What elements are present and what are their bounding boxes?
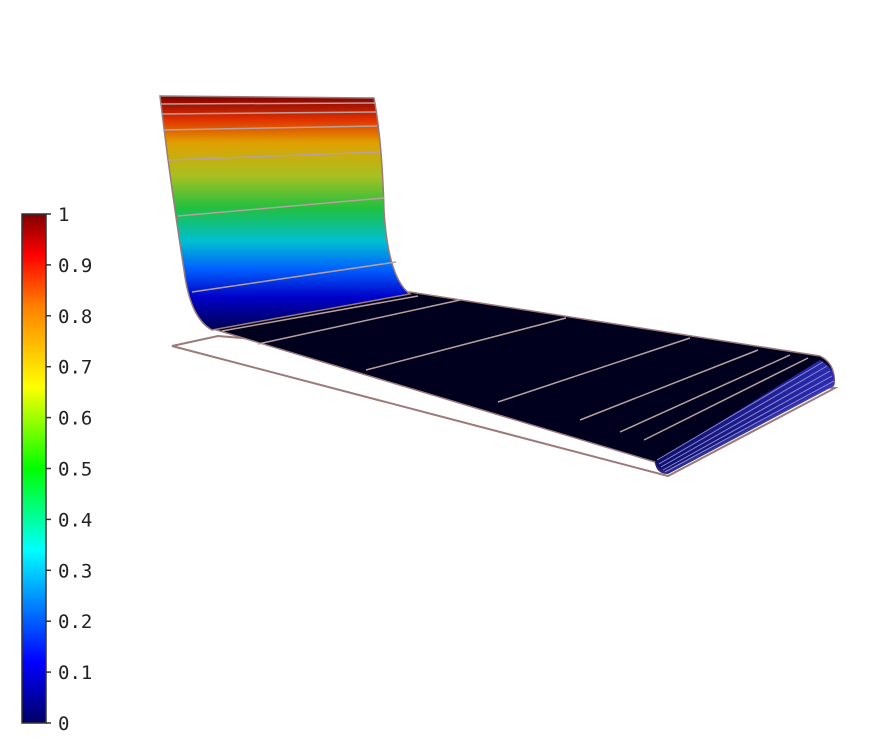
surface-floor xyxy=(209,291,835,474)
colorbar-tick-label: 0.3 xyxy=(58,560,92,582)
colorbar-tick-label: 0.9 xyxy=(58,255,92,277)
colorbar-gradient xyxy=(21,213,47,724)
colorbar-tick-label: 0.7 xyxy=(58,357,92,379)
colorbar-tick-label: 0.6 xyxy=(58,408,92,430)
colorbar: 0 0.1 0.2 0.3 0.4 0.5 0.6 0.7 0.8 0.9 1 xyxy=(21,204,92,735)
colorbar-tick-label: 0 xyxy=(58,713,69,735)
colorbar-tick-label: 0.8 xyxy=(58,306,92,328)
colorbar-tick-label: 0.4 xyxy=(58,509,92,531)
floor-contour-lines xyxy=(221,295,809,441)
surface-wall xyxy=(159,95,412,331)
colorbar-tick-label: 1 xyxy=(58,204,69,226)
wall-contour-lines xyxy=(160,102,397,293)
colorbar-tick-label: 0.5 xyxy=(58,459,92,481)
colorbar-ticks: 0 0.1 0.2 0.3 0.4 0.5 0.6 0.7 0.8 0.9 1 xyxy=(46,204,92,735)
colorbar-tick-label: 0.1 xyxy=(58,662,92,684)
colorbar-tick-label: 0.2 xyxy=(58,611,92,633)
